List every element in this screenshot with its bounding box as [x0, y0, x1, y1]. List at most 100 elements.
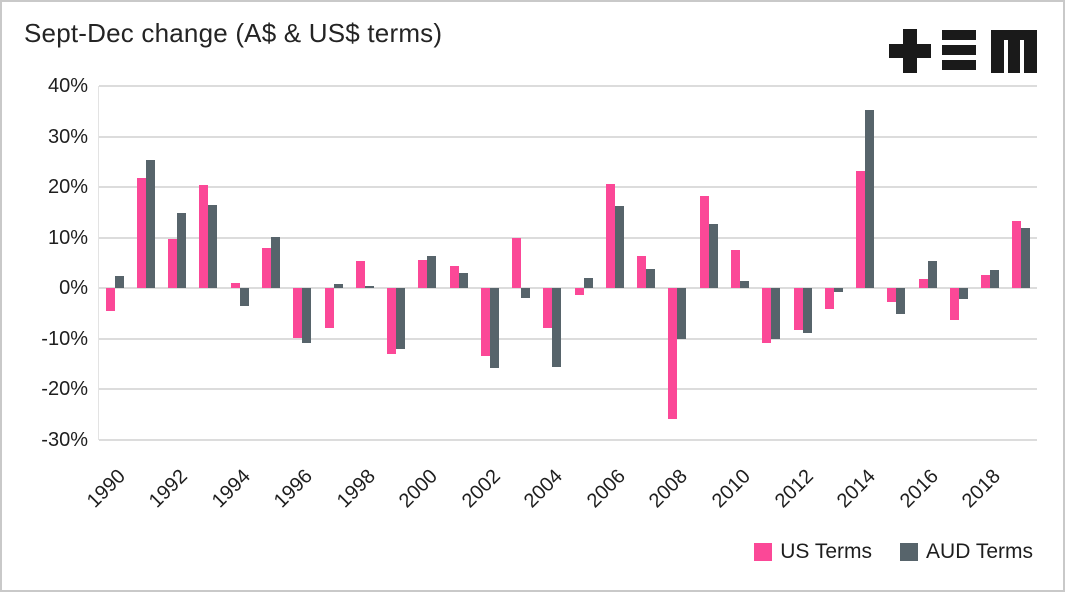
bar-aud-2015 — [896, 288, 906, 315]
bar-aud-2010 — [739, 281, 749, 289]
bar-us-2001 — [449, 265, 459, 289]
bar-aud-1991 — [145, 159, 155, 289]
bar-us-2012 — [793, 288, 803, 331]
gridline-10 — [99, 236, 1037, 239]
gridline--30 — [99, 439, 1037, 441]
gridline--10 — [99, 337, 1037, 340]
bar-us-2016 — [918, 279, 928, 289]
x-axis-tick-label-2006: 2006 — [582, 465, 630, 513]
legend-label-aud-terms: AUD Terms — [926, 540, 1033, 563]
bar-aud-2001 — [458, 273, 468, 289]
bar-us-2002 — [480, 288, 490, 356]
bar-us-2000 — [418, 260, 428, 289]
bar-us-1995 — [261, 247, 271, 289]
bar-aud-2018 — [990, 270, 1000, 289]
x-axis-tick-label-1992: 1992 — [144, 465, 193, 513]
y-axis-tick-label--30: -30% — [41, 429, 88, 451]
legend-swatch-us-terms — [754, 543, 773, 561]
tem-logo-icon — [889, 29, 1037, 73]
bar-us-2008 — [668, 288, 678, 419]
x-axis-tick-label-1996: 1996 — [270, 465, 318, 513]
y-axis-tick-label-0: 0% — [59, 277, 88, 300]
legend-item-aud-terms: AUD Terms — [900, 540, 1033, 564]
bar-us-1996 — [293, 288, 303, 338]
legend-item-us-terms: US Terms — [754, 540, 872, 564]
bar-aud-2005 — [583, 277, 593, 289]
bar-aud-2011 — [771, 288, 781, 340]
bar-us-2018 — [981, 275, 991, 289]
bar-us-2017 — [949, 288, 959, 320]
bar-us-1992 — [168, 238, 178, 289]
bar-aud-2019 — [1021, 228, 1031, 289]
bar-aud-2013 — [833, 288, 843, 292]
y-axis-tick-label-20: 20% — [47, 176, 88, 199]
y-axis-tick-label--10: -10% — [41, 327, 88, 350]
bar-aud-2007 — [646, 269, 656, 289]
x-axis-tick-label-2014: 2014 — [832, 465, 880, 513]
bar-aud-2017 — [958, 288, 968, 300]
y-axis-tick-label--20: -20% — [41, 378, 88, 401]
x-axis-tick-label-2002: 2002 — [457, 465, 505, 513]
bar-aud-1999 — [396, 288, 406, 350]
legend: US Terms AUD Terms — [754, 540, 1033, 564]
bar-aud-2009 — [708, 223, 718, 289]
y-axis-spine — [98, 86, 99, 440]
bar-us-2009 — [699, 195, 709, 289]
bar-us-1997 — [324, 288, 334, 329]
bar-aud-1995 — [270, 237, 280, 289]
bar-us-1999 — [387, 288, 397, 355]
bar-aud-2014 — [865, 110, 875, 289]
bar-us-2004 — [543, 288, 553, 329]
bar-aud-2016 — [927, 260, 937, 289]
gridline-40 — [99, 85, 1037, 87]
bar-aud-2008 — [677, 288, 687, 339]
bar-us-2015 — [887, 288, 897, 303]
x-axis-tick-label-2000: 2000 — [395, 465, 443, 513]
bar-aud-2003 — [521, 288, 531, 299]
x-axis-tick-label-2010: 2010 — [707, 465, 755, 513]
gridline-0 — [99, 287, 1037, 290]
bar-us-1993 — [199, 184, 209, 289]
bar-us-2014 — [856, 171, 866, 289]
x-axis-tick-label-2012: 2012 — [770, 465, 818, 513]
bar-us-2005 — [574, 288, 584, 295]
gridline--20 — [99, 388, 1037, 391]
bar-aud-1998 — [364, 285, 374, 289]
bar-aud-2000 — [427, 256, 437, 289]
bar-aud-2004 — [552, 288, 562, 367]
bar-aud-2012 — [802, 288, 812, 334]
bar-us-2011 — [762, 288, 772, 344]
bar-aud-2002 — [489, 288, 499, 369]
bar-aud-2006 — [614, 205, 624, 289]
bar-us-2006 — [605, 183, 615, 289]
x-axis-tick-label-2018: 2018 — [957, 465, 1005, 513]
legend-label-us-terms: US Terms — [780, 540, 873, 563]
bar-us-1991 — [136, 178, 146, 289]
bar-us-2010 — [730, 250, 740, 289]
x-axis-tick-label-1994: 1994 — [207, 465, 255, 513]
bar-us-1994 — [230, 283, 240, 289]
legend-swatch-aud-terms — [900, 543, 919, 561]
bar-aud-1994 — [239, 288, 249, 306]
bar-aud-1992 — [177, 212, 187, 289]
bar-aud-1990 — [114, 276, 124, 289]
y-axis-tick-label-10: 10% — [47, 226, 88, 249]
bar-us-2007 — [637, 256, 647, 289]
chart-title: Sept-Dec change (A$ & US$ terms) — [24, 18, 443, 48]
gridline-20 — [99, 186, 1037, 189]
bar-us-1990 — [105, 288, 115, 311]
bar-aud-1993 — [208, 205, 218, 289]
bar-us-2019 — [1012, 221, 1022, 289]
y-axis-tick-label-30: 30% — [47, 125, 88, 148]
bar-aud-1997 — [333, 283, 343, 289]
y-axis-tick-label-40: 40% — [47, 75, 88, 97]
bar-us-1998 — [355, 261, 365, 289]
x-axis-tick-label-1990: 1990 — [82, 465, 130, 513]
x-axis-tick-label-2004: 2004 — [520, 465, 568, 513]
bar-us-2013 — [824, 288, 834, 309]
x-axis-tick-label-2016: 2016 — [895, 465, 943, 513]
plot-area — [98, 85, 1037, 441]
gridline-30 — [99, 135, 1037, 138]
bar-us-2003 — [512, 238, 522, 289]
